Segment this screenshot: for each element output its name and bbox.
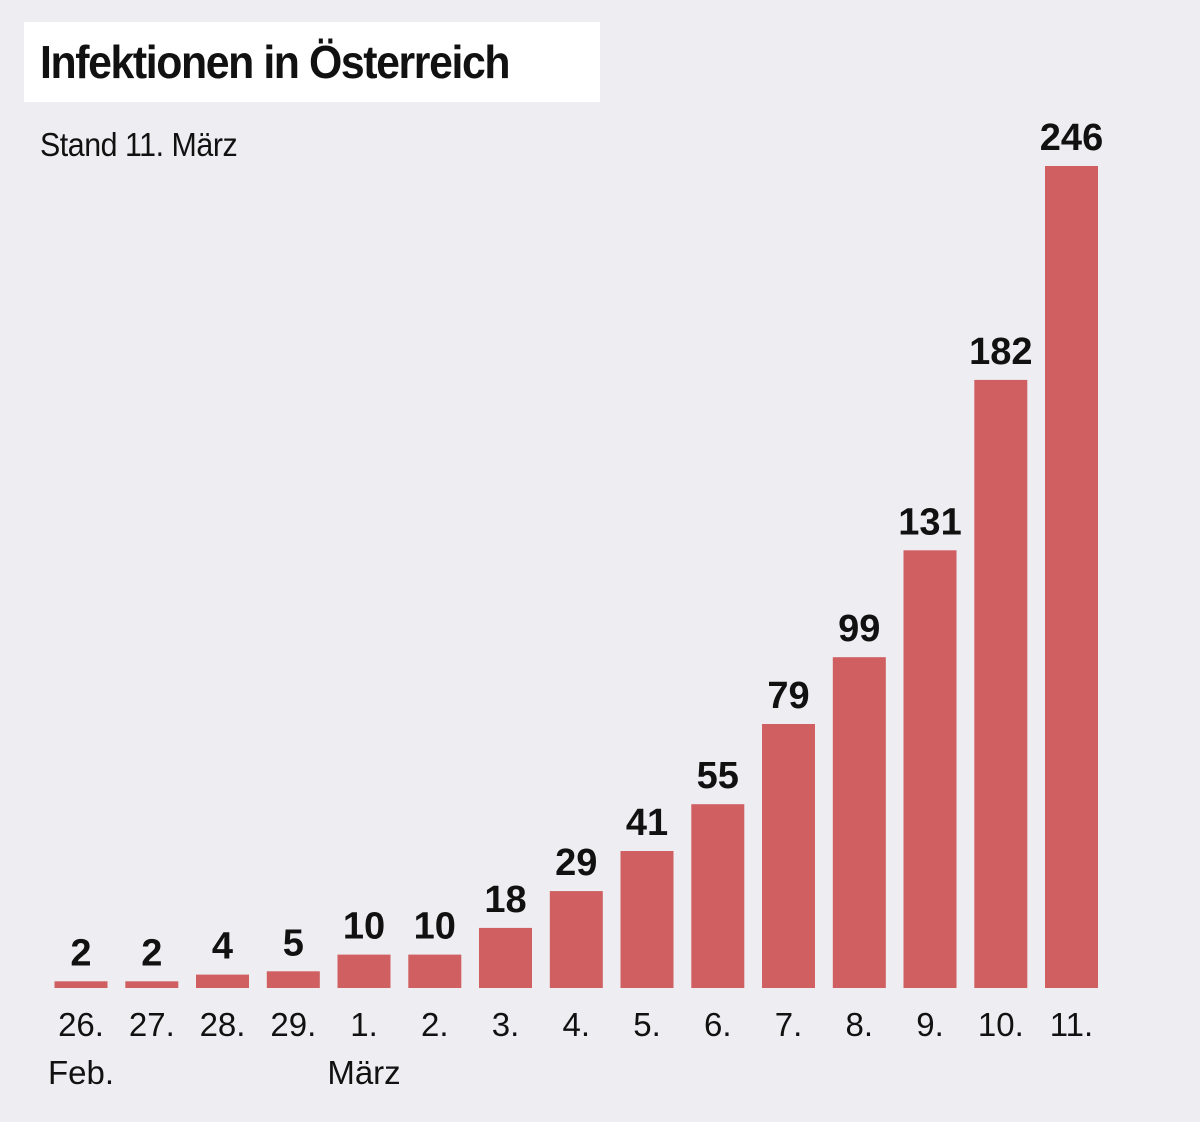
x-tick-label: 29. bbox=[270, 1006, 316, 1043]
value-label: 131 bbox=[898, 501, 961, 543]
bar-4 bbox=[549, 891, 603, 988]
value-label: 55 bbox=[697, 755, 739, 797]
bar-8 bbox=[832, 657, 886, 988]
bar-1 bbox=[337, 954, 391, 988]
value-label: 79 bbox=[767, 675, 809, 717]
value-label: 10 bbox=[343, 906, 385, 948]
bars-group bbox=[54, 166, 1098, 988]
value-label: 2 bbox=[141, 932, 162, 974]
x-tick-label: 11. bbox=[1050, 1006, 1093, 1043]
month-labels-group: Feb. März bbox=[48, 1054, 401, 1091]
value-label: 41 bbox=[626, 802, 668, 844]
value-label: 99 bbox=[838, 608, 880, 650]
title-box: Infektionen in Österreich bbox=[24, 22, 600, 102]
bar-3 bbox=[479, 927, 532, 988]
x-tick-label: 27. bbox=[129, 1006, 175, 1043]
value-label: 4 bbox=[212, 926, 233, 968]
month-label: März bbox=[327, 1054, 400, 1091]
bar-2 bbox=[408, 954, 462, 988]
value-label: 29 bbox=[555, 842, 597, 884]
x-tick-label: 26. bbox=[58, 1006, 104, 1043]
bar-10 bbox=[974, 379, 1028, 988]
chart-subtitle: Stand 11. März bbox=[40, 126, 238, 163]
value-label: 2 bbox=[70, 932, 91, 974]
x-tick-label: 7. bbox=[775, 1006, 803, 1043]
x-tick-label: 2. bbox=[421, 1006, 449, 1043]
x-tick-label: 10. bbox=[978, 1006, 1024, 1043]
value-label: 246 bbox=[1040, 117, 1103, 159]
bar-7 bbox=[762, 724, 815, 988]
x-tick-label: 3. bbox=[492, 1006, 520, 1043]
bar-11 bbox=[1045, 166, 1098, 988]
month-label: Feb. bbox=[48, 1054, 114, 1091]
value-label: 10 bbox=[414, 906, 456, 948]
bar-9 bbox=[903, 550, 957, 988]
bar-5 bbox=[620, 851, 674, 988]
bar-29 bbox=[266, 971, 320, 988]
bar-26 bbox=[54, 981, 108, 988]
bar-6 bbox=[691, 804, 745, 988]
bar-27 bbox=[125, 981, 179, 988]
x-tick-label: 1. bbox=[350, 1006, 378, 1043]
chart-title: Infektionen in Österreich bbox=[40, 36, 510, 88]
bar-28 bbox=[196, 974, 249, 988]
value-labels-group: 2 2 4 5 10 10 18 29 41 55 79 99 131 182 246 bbox=[70, 117, 1103, 974]
x-tick-label: 4. bbox=[563, 1006, 591, 1043]
x-tick-label: 5. bbox=[633, 1006, 661, 1043]
value-label: 5 bbox=[283, 922, 304, 964]
x-tick-label: 6. bbox=[704, 1006, 732, 1043]
x-tick-label: 28. bbox=[200, 1006, 246, 1043]
x-tick-label: 9. bbox=[916, 1006, 944, 1043]
value-label: 182 bbox=[969, 331, 1032, 373]
x-tick-label: 8. bbox=[846, 1006, 874, 1043]
value-label: 18 bbox=[484, 879, 526, 921]
x-tick-labels-group: 26. 27. 28. 29. 1. 2. 3. 4. 5. 6. 7. 8. 9. 10. 11. bbox=[58, 1006, 1093, 1043]
